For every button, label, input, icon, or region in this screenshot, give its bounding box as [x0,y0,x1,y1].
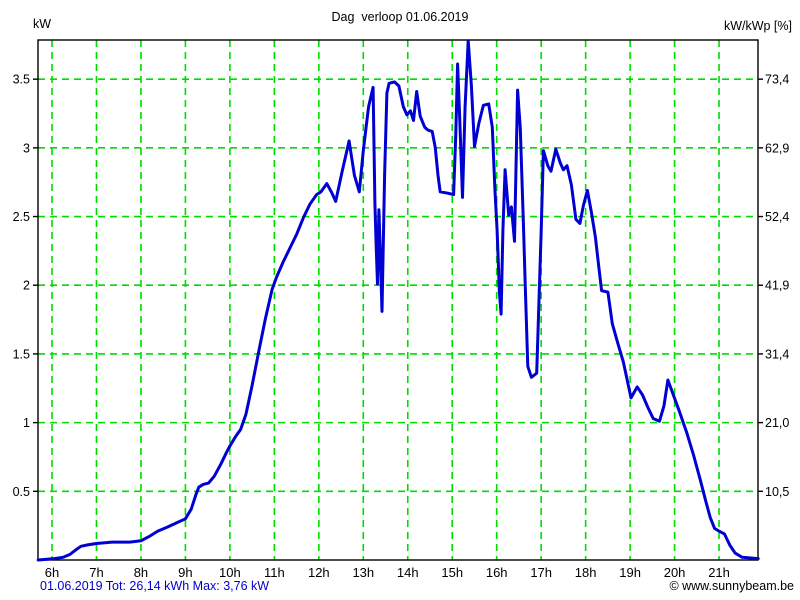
x-axis-tick-label: 12h [308,565,330,580]
right-axis-tick-label: 21,0 [765,416,789,430]
x-axis-tick-label: 10h [219,565,241,580]
footer-copyright-link[interactable]: © www.sunnybeam.be [669,579,794,593]
right-axis-tick-label: 73,4 [765,73,789,87]
left-axis-tick-label: 3.5 [13,73,30,87]
left-axis-unit-label: kW [33,17,52,31]
plot-border [37,39,759,561]
x-axis-tick-label: 13h [352,565,374,580]
x-axis-tick-label: 7h [89,565,103,580]
x-axis-tick-label: 8h [134,565,148,580]
x-axis-tick-label: 17h [530,565,552,580]
right-axis-unit-label: kW/kWp [%] [723,19,792,33]
x-axis-tick-label: 11h [264,565,285,580]
x-axis-tick-label: 16h [486,565,508,580]
left-axis-tick-label: 1 [23,416,30,430]
right-axis-tick-label: 10,5 [765,485,789,499]
x-axis-tick-label: 15h [441,565,463,580]
power-curve [36,39,760,562]
left-axis-tick-label: 2 [23,279,30,293]
left-axis-tick-label: 2.5 [13,210,30,224]
right-axis-tick-label: 62,9 [765,141,789,155]
x-axis-tick-label: 20h [664,565,686,580]
x-axis-tick-label: 6h [45,565,59,580]
x-axis-tick-label: 9h [178,565,192,580]
chart-title: Dag verloop 01.06.2019 [331,10,469,24]
footer-day-stats: 01.06.2019 Tot: 26,14 kWh Max: 3,76 kW [40,579,270,593]
x-axis-tick-label: 14h [397,565,419,580]
x-axis-tick-label: 21h [708,565,730,580]
x-axis-tick-label: 19h [619,565,641,580]
left-axis-tick-label: 3 [23,141,30,155]
left-axis-tick-label: 0.5 [13,485,30,499]
right-axis-tick-label: 41,9 [765,279,789,293]
left-axis-tick-label: 1.5 [13,347,30,361]
right-axis-tick-label: 31,4 [765,347,789,361]
right-axis-tick-label: 52,4 [765,210,789,224]
x-axis-tick-label: 18h [575,565,597,580]
